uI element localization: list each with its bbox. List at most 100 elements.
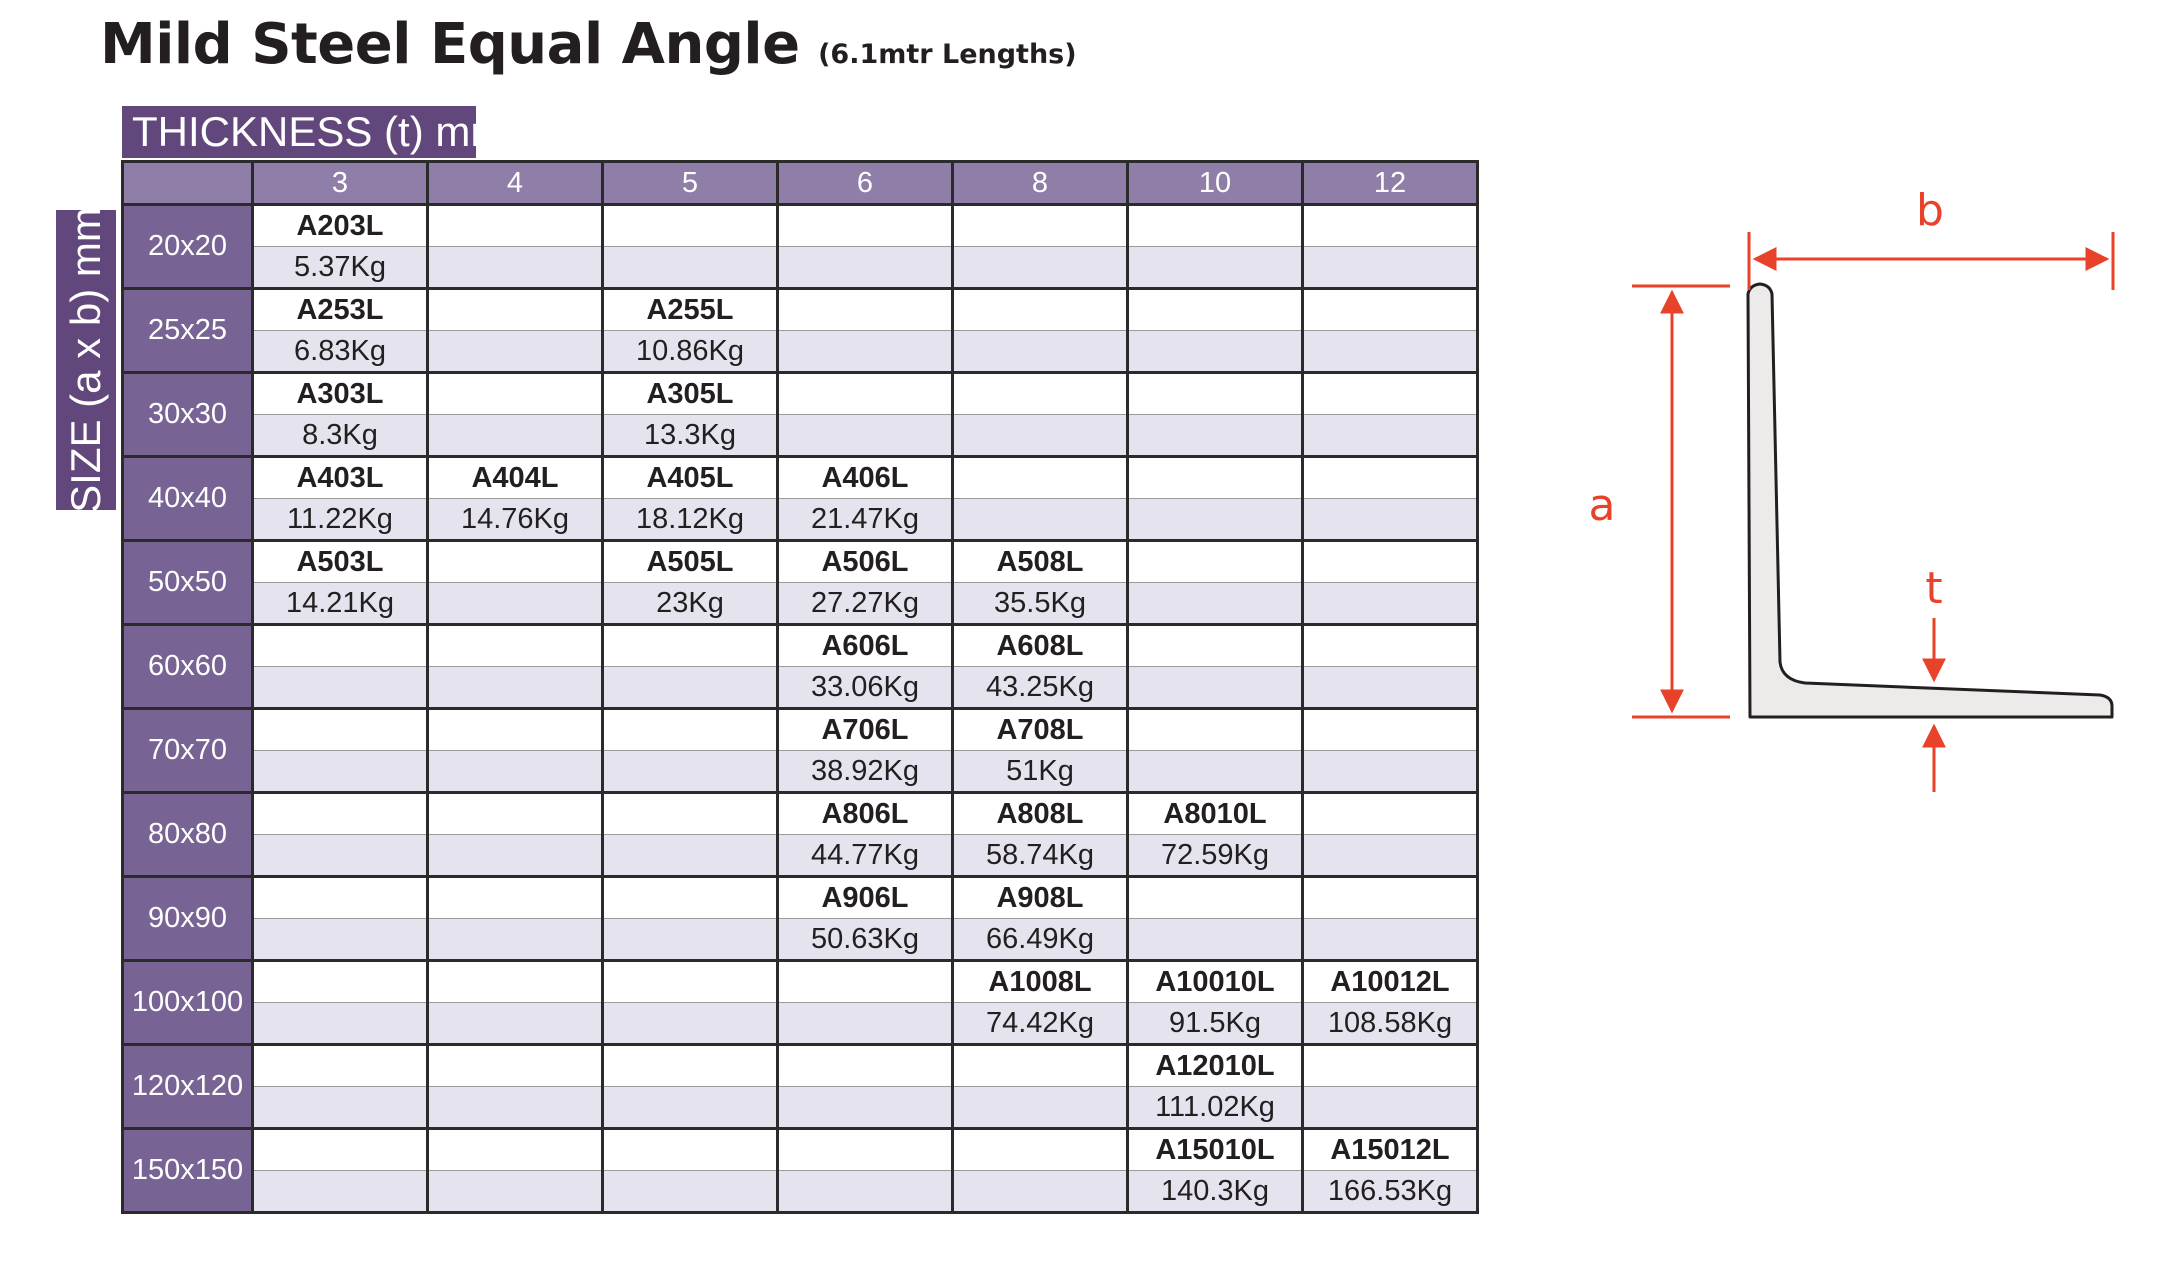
size-cell: 100x100 [121,959,254,1046]
weight-cell [426,582,604,626]
title-subtitle: (6.1mtr Lengths) [818,39,1077,70]
weight-cell [426,750,604,794]
product-code-cell: A708L [951,707,1129,751]
product-code-cell [426,287,604,331]
product-code-cell [251,1127,429,1171]
weight-cell: 23Kg [601,582,779,626]
weight-cell: 166.53Kg [1301,1170,1479,1214]
angle-diagram: b a t [1589,185,2115,792]
size-cell: 120x120 [121,1043,254,1130]
weight-cell [1126,582,1304,626]
weight-cell [426,918,604,962]
product-code-cell [1301,707,1479,751]
table-row: 90x90 A906L A908L [121,875,1479,962]
weight-cell [1301,414,1479,458]
weight-cell [951,330,1129,374]
thickness-label: THICKNESS (t) mm [122,106,505,158]
weight-cell: 58.74Kg [951,834,1129,878]
table-row: 20x20 A203L [121,203,1479,290]
product-code-cell: A10012L [1301,959,1479,1003]
product-code-cell [1301,623,1479,667]
weight-cell: 74.42Kg [951,1002,1129,1046]
product-code-cell: A808L [951,791,1129,835]
product-code-cell: A15010L [1126,1127,1304,1171]
product-code-cell [601,791,779,835]
table-row: 8.3Kg 13.3Kg [123,414,1479,458]
table-row: 33.06Kg 43.25Kg [123,666,1479,710]
angle-table: 3 4 5 6 8 10 12 20x20 A203L 5.37Kg 25x25 A25… [121,160,1479,1214]
weight-cell: 140.3Kg [1126,1170,1304,1214]
weight-cell [1301,750,1479,794]
product-code-cell [776,1043,954,1087]
product-code-cell [601,707,779,751]
table-row: 150x150 A15010L A15012L [121,1127,1479,1214]
weight-cell [951,498,1129,542]
product-code-cell [1301,371,1479,415]
product-code-cell: A10010L [1126,959,1304,1003]
product-code-cell [1301,287,1479,331]
weight-cell: 38.92Kg [776,750,954,794]
product-code-cell [1126,371,1304,415]
weight-cell [426,666,604,710]
product-code-cell [251,875,429,919]
product-code-cell: A255L [601,287,779,331]
weight-cell: 14.76Kg [426,498,604,542]
weight-cell: 18.12Kg [601,498,779,542]
thickness-header: 5 [601,160,779,206]
product-code-cell [426,623,604,667]
size-cell: 50x50 [121,539,254,626]
product-code-cell: A908L [951,875,1129,919]
product-code-cell: A906L [776,875,954,919]
weight-cell [251,834,429,878]
product-code-cell [951,1127,1129,1171]
weight-cell [601,1086,779,1130]
product-code-cell [601,959,779,1003]
title-main: Mild Steel Equal Angle [100,12,800,77]
weight-cell: 14.21Kg [251,582,429,626]
weight-cell: 21.47Kg [776,498,954,542]
size-cell: 20x20 [121,203,254,290]
thickness-header-row: 3 4 5 6 8 10 12 [121,160,1479,206]
product-code-cell: A508L [951,539,1129,583]
weight-cell: 72.59Kg [1126,834,1304,878]
weight-cell [601,666,779,710]
product-code-cell: A806L [776,791,954,835]
product-code-cell: A506L [776,539,954,583]
header-corner [121,160,254,206]
thickness-header: 4 [426,160,604,206]
weight-cell [1126,750,1304,794]
product-code-cell [251,959,429,1003]
product-code-cell [1301,875,1479,919]
weight-cell [776,414,954,458]
table-row: 100x100 A1008L A10010L A10012L [121,959,1479,1046]
weight-cell [1126,330,1304,374]
product-code-cell [601,1043,779,1087]
product-code-cell [951,203,1129,247]
product-code-cell: A303L [251,371,429,415]
weight-cell [601,834,779,878]
product-code-cell [251,791,429,835]
weight-cell [776,246,954,290]
table-row: 11.22Kg 14.76Kg 18.12Kg 21.47Kg [123,498,1479,542]
product-code-cell [951,455,1129,499]
product-code-cell [1301,539,1479,583]
size-label: SIZE (a x b) mm [62,207,109,513]
weight-cell: 35.5Kg [951,582,1129,626]
table-row: 140.3Kg 166.53Kg [123,1170,1479,1214]
product-code-cell: A12010L [1126,1043,1304,1087]
size-cell: 40x40 [121,455,254,542]
size-cell: 25x25 [121,287,254,374]
product-code-cell [776,203,954,247]
product-code-cell [426,875,604,919]
product-code-cell [1126,875,1304,919]
weight-cell [426,1086,604,1130]
product-code-cell: A608L [951,623,1129,667]
weight-cell: 51Kg [951,750,1129,794]
product-code-cell [251,623,429,667]
weight-cell: 10.86Kg [601,330,779,374]
product-code-cell [776,959,954,1003]
weight-cell: 108.58Kg [1301,1002,1479,1046]
weight-cell [1301,330,1479,374]
weight-cell: 11.22Kg [251,498,429,542]
table-row: 14.21Kg 23Kg 27.27Kg 35.5Kg [123,582,1479,626]
